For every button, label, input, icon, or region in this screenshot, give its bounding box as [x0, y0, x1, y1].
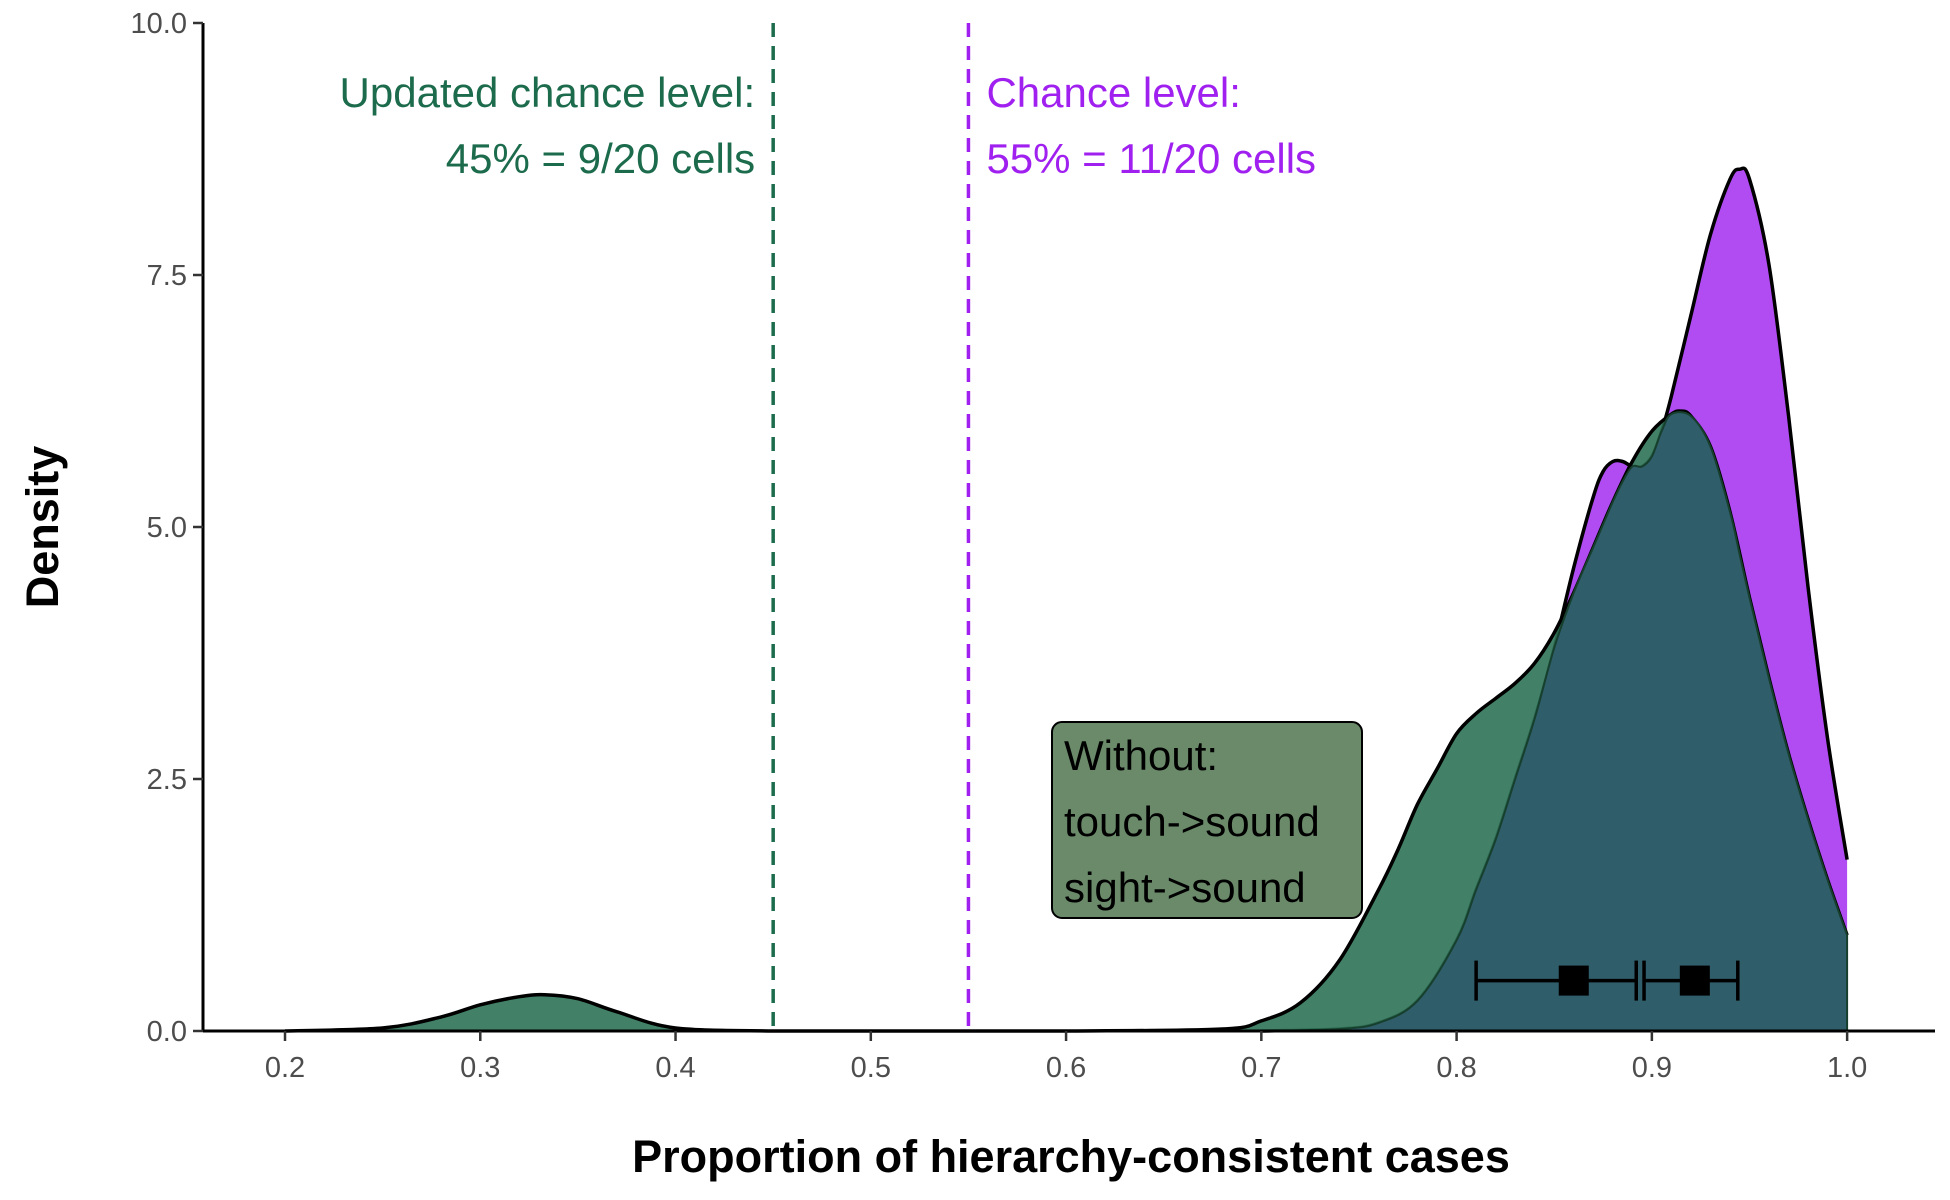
y-tick-label: 0.0 — [147, 1016, 187, 1048]
x-tick-label: 0.7 — [1241, 1052, 1281, 1084]
y-axis-title: Density — [17, 446, 68, 609]
error-bars — [1474, 960, 1740, 1001]
x-tick-label: 0.5 — [851, 1052, 891, 1084]
reference-label-1-line-2: 45% = 9/20 cells — [446, 135, 755, 182]
reference-lines — [771, 23, 971, 1031]
y-tick-label: 10.0 — [131, 8, 187, 40]
y-tick-label: 2.5 — [147, 764, 187, 796]
density-overlap — [1261, 411, 1849, 1032]
y-tick-label: 7.5 — [147, 260, 187, 292]
reference-label-1-line-1: Updated chance level: — [340, 69, 756, 116]
x-tick-label: 1.0 — [1827, 1052, 1867, 1084]
density-curves — [284, 166, 1849, 1033]
annotation-box-line-1: Without: — [1064, 732, 1218, 779]
annotation-box-line-2: touch->sound — [1064, 798, 1320, 845]
reference-label-2-line-2: 55% = 11/20 cells — [986, 135, 1316, 182]
x-tick-label: 0.6 — [1046, 1052, 1086, 1084]
error-bar-mean-2 — [1679, 965, 1710, 996]
density-area-2 — [285, 410, 1848, 1032]
annotation-box-background — [1051, 721, 1363, 919]
annotation-box: Without: touch->sound sight->sound — [1051, 721, 1363, 919]
annotation-box-line-3: sight->sound — [1064, 864, 1306, 911]
reference-line-labels: Updated chance level: 45% = 9/20 cells Cha… — [340, 69, 1316, 182]
x-axis-title: Proportion of hierarchy-consistent cases — [632, 1131, 1510, 1182]
x-tick-label: 0.3 — [460, 1052, 500, 1084]
x-tick-label: 0.2 — [265, 1052, 305, 1084]
reference-label-2-line-1: Chance level: — [986, 69, 1240, 116]
x-tick-label: 0.9 — [1632, 1052, 1672, 1084]
y-tick-label: 5.0 — [147, 512, 187, 544]
x-tick-label: 0.4 — [655, 1052, 695, 1084]
error-bar-mean-1 — [1558, 965, 1589, 996]
y-axis-ticks: 0.0 2.5 5.0 7.5 10.0 — [131, 8, 203, 1048]
x-tick-label: 0.8 — [1436, 1052, 1476, 1084]
x-axis-ticks: 0.2 0.3 0.4 0.5 0.6 0.7 0.8 0.9 1.0 — [265, 1031, 1867, 1084]
